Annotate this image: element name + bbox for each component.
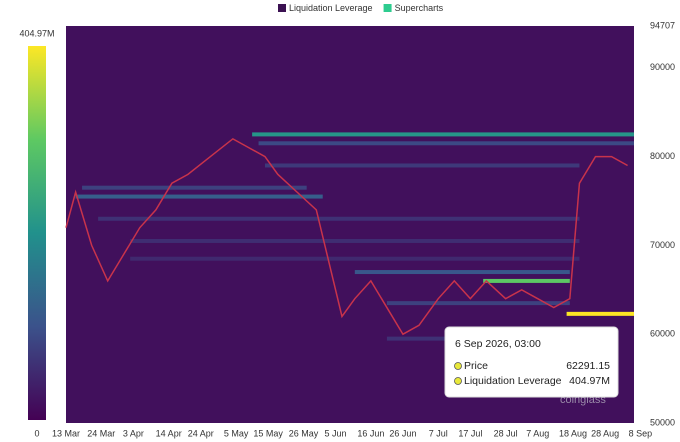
x-tick-label: 18 Aug <box>559 428 587 438</box>
legend-label[interactable]: Supercharts <box>395 3 444 13</box>
tooltip-name: Liquidation Leverage <box>464 375 562 387</box>
y-tick-label: 50000 <box>650 417 675 427</box>
tooltip-title: 6 Sep 2026, 03:00 <box>455 338 541 350</box>
heat-band <box>82 185 307 190</box>
color-bar <box>28 46 46 420</box>
heat-band <box>264 163 580 168</box>
heat-band <box>252 132 634 137</box>
x-tick-label: 5 Jun <box>325 428 347 438</box>
x-tick-label: 26 May <box>289 428 319 438</box>
y-tick-label: 94707 <box>650 20 675 30</box>
heat-band <box>354 270 570 275</box>
x-tick-label: 13 Mar <box>52 428 80 438</box>
y-tick-label: 60000 <box>650 329 675 339</box>
heat-band <box>98 216 580 221</box>
y-tick-label: 70000 <box>650 240 675 250</box>
tooltip-value: 404.97M <box>569 375 610 387</box>
y-tick-label: 90000 <box>650 62 675 72</box>
y-tick-label: 80000 <box>650 151 675 161</box>
tooltip-name: Price <box>464 360 488 372</box>
price-line <box>65 137 628 336</box>
tooltip-box <box>444 326 619 398</box>
legend-swatch[interactable] <box>383 4 392 12</box>
heat-band <box>566 311 634 316</box>
x-tick-label: 28 Jul <box>494 428 518 438</box>
color-tick-label: 0 <box>34 428 39 438</box>
x-tick-label: 7 Aug <box>526 428 549 438</box>
heat-band <box>386 301 570 306</box>
legend-swatch[interactable] <box>278 4 286 12</box>
heat-band <box>258 141 634 146</box>
x-tick-label: 8 Sep <box>629 428 653 438</box>
x-tick-label: 14 Apr <box>156 428 182 438</box>
legend-label[interactable]: Liquidation Leverage <box>289 3 373 13</box>
color-tick-label: 404.97M <box>19 28 54 38</box>
heat-band <box>483 278 570 283</box>
heat-band <box>130 256 580 261</box>
x-tick-label: 7 Jul <box>429 428 448 438</box>
heat-band <box>130 238 580 243</box>
x-tick-label: 16 Jun <box>357 428 384 438</box>
x-tick-label: 5 May <box>224 428 249 438</box>
heat-band <box>75 194 323 199</box>
x-tick-label: 24 Mar <box>87 428 115 438</box>
x-tick-label: 24 Apr <box>188 428 214 438</box>
tooltip: 6 Sep 2026, 03:00 Price 62291.15 Liquidatio… <box>444 326 619 398</box>
tooltip-dot <box>454 377 462 385</box>
x-tick-label: 3 Apr <box>123 428 144 438</box>
x-tick-label: 17 Jul <box>458 428 482 438</box>
x-tick-label: 15 May <box>253 428 283 438</box>
x-tick-label: 28 Aug <box>591 428 619 438</box>
tooltip-dot <box>454 362 462 370</box>
tooltip-value: 62291.15 <box>566 360 610 372</box>
x-tick-label: 26 Jun <box>389 428 416 438</box>
